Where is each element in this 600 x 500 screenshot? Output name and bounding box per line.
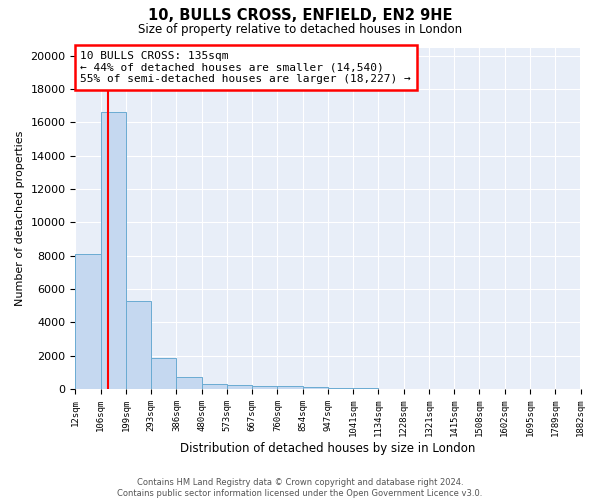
Bar bbox=[277, 386, 302, 389]
Text: 10, BULLS CROSS, ENFIELD, EN2 9HE: 10, BULLS CROSS, ENFIELD, EN2 9HE bbox=[148, 8, 452, 22]
Bar bbox=[151, 358, 176, 389]
Bar bbox=[202, 384, 227, 389]
Bar bbox=[101, 112, 126, 389]
Y-axis label: Number of detached properties: Number of detached properties bbox=[15, 130, 25, 306]
Bar bbox=[252, 386, 277, 389]
Text: Size of property relative to detached houses in London: Size of property relative to detached ho… bbox=[138, 22, 462, 36]
Bar bbox=[126, 301, 151, 389]
Bar bbox=[353, 388, 379, 389]
Bar bbox=[328, 388, 353, 389]
Bar bbox=[176, 378, 202, 389]
Bar bbox=[227, 386, 252, 389]
Bar bbox=[76, 254, 101, 389]
X-axis label: Distribution of detached houses by size in London: Distribution of detached houses by size … bbox=[180, 442, 476, 455]
Text: 10 BULLS CROSS: 135sqm
← 44% of detached houses are smaller (14,540)
55% of semi: 10 BULLS CROSS: 135sqm ← 44% of detached… bbox=[80, 51, 411, 84]
Text: Contains HM Land Registry data © Crown copyright and database right 2024.
Contai: Contains HM Land Registry data © Crown c… bbox=[118, 478, 482, 498]
Bar bbox=[302, 387, 328, 389]
